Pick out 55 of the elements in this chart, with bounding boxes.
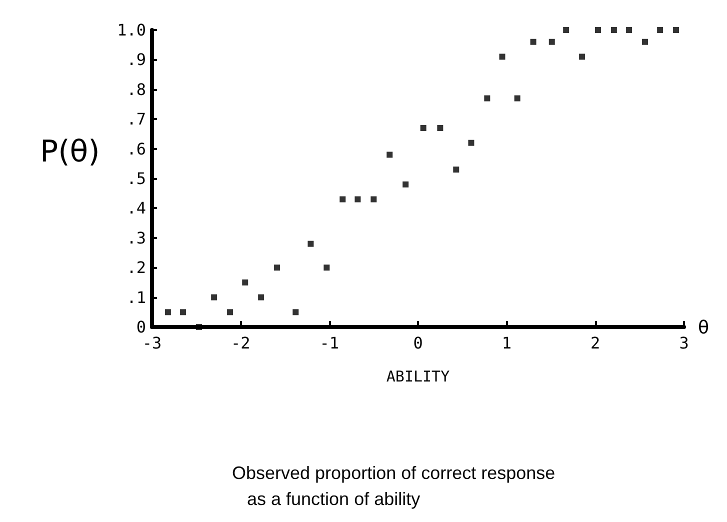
point: [340, 196, 346, 202]
y-tick-label: .4: [126, 198, 146, 218]
point: [642, 38, 648, 45]
x-tick-label: 3: [679, 334, 689, 352]
x-tick-label: -1: [320, 334, 339, 352]
point: [180, 309, 186, 316]
point: [626, 27, 632, 33]
x-tick-label: 0: [413, 334, 423, 352]
point: [437, 125, 444, 132]
y-tick-label: .9: [126, 50, 146, 70]
point: [657, 27, 664, 33]
point: [468, 140, 474, 146]
point: [530, 38, 536, 45]
point: [548, 38, 555, 45]
point: [386, 152, 393, 158]
point: [402, 181, 409, 188]
point: [594, 27, 601, 33]
point: [563, 27, 570, 33]
y-tick-label: 1.0: [117, 20, 146, 40]
y-tick-label: .1: [126, 288, 146, 307]
point: [673, 27, 680, 33]
x-axis-title: ABILITY: [386, 368, 450, 386]
point: [292, 309, 299, 316]
y-axis-title: P(θ): [40, 134, 100, 170]
y-tick-label: .8: [126, 80, 146, 99]
point: [514, 95, 520, 102]
point: [308, 240, 314, 247]
y-tick-label: 0: [136, 318, 146, 336]
point: [453, 166, 460, 173]
text: θ: [698, 318, 710, 338]
x-tick-label: -3: [142, 334, 162, 352]
y-tick-label: .6: [126, 139, 146, 158]
point: [258, 294, 264, 300]
x-tick-label: 1: [502, 334, 512, 352]
point: [420, 125, 426, 132]
y-tick-label: .7: [126, 110, 146, 129]
point: [274, 264, 280, 271]
point: [227, 309, 234, 316]
point: [242, 279, 248, 286]
x-tick-label: -2: [231, 334, 250, 352]
y-tick-label: .5: [126, 169, 146, 188]
point: [499, 54, 506, 60]
y-tick-label: .3: [126, 228, 146, 248]
point: [196, 324, 202, 330]
text: Observed proportion of correct response as a function of ability: [232, 463, 556, 509]
point: [354, 196, 361, 202]
point: [370, 196, 377, 202]
y-tick-label: .2: [126, 258, 146, 278]
point: [211, 294, 218, 300]
point: [324, 264, 330, 271]
point: [484, 95, 490, 102]
point: [579, 54, 586, 60]
x-tick-label: 2: [590, 334, 600, 352]
point: [164, 309, 171, 316]
point: [610, 27, 617, 33]
